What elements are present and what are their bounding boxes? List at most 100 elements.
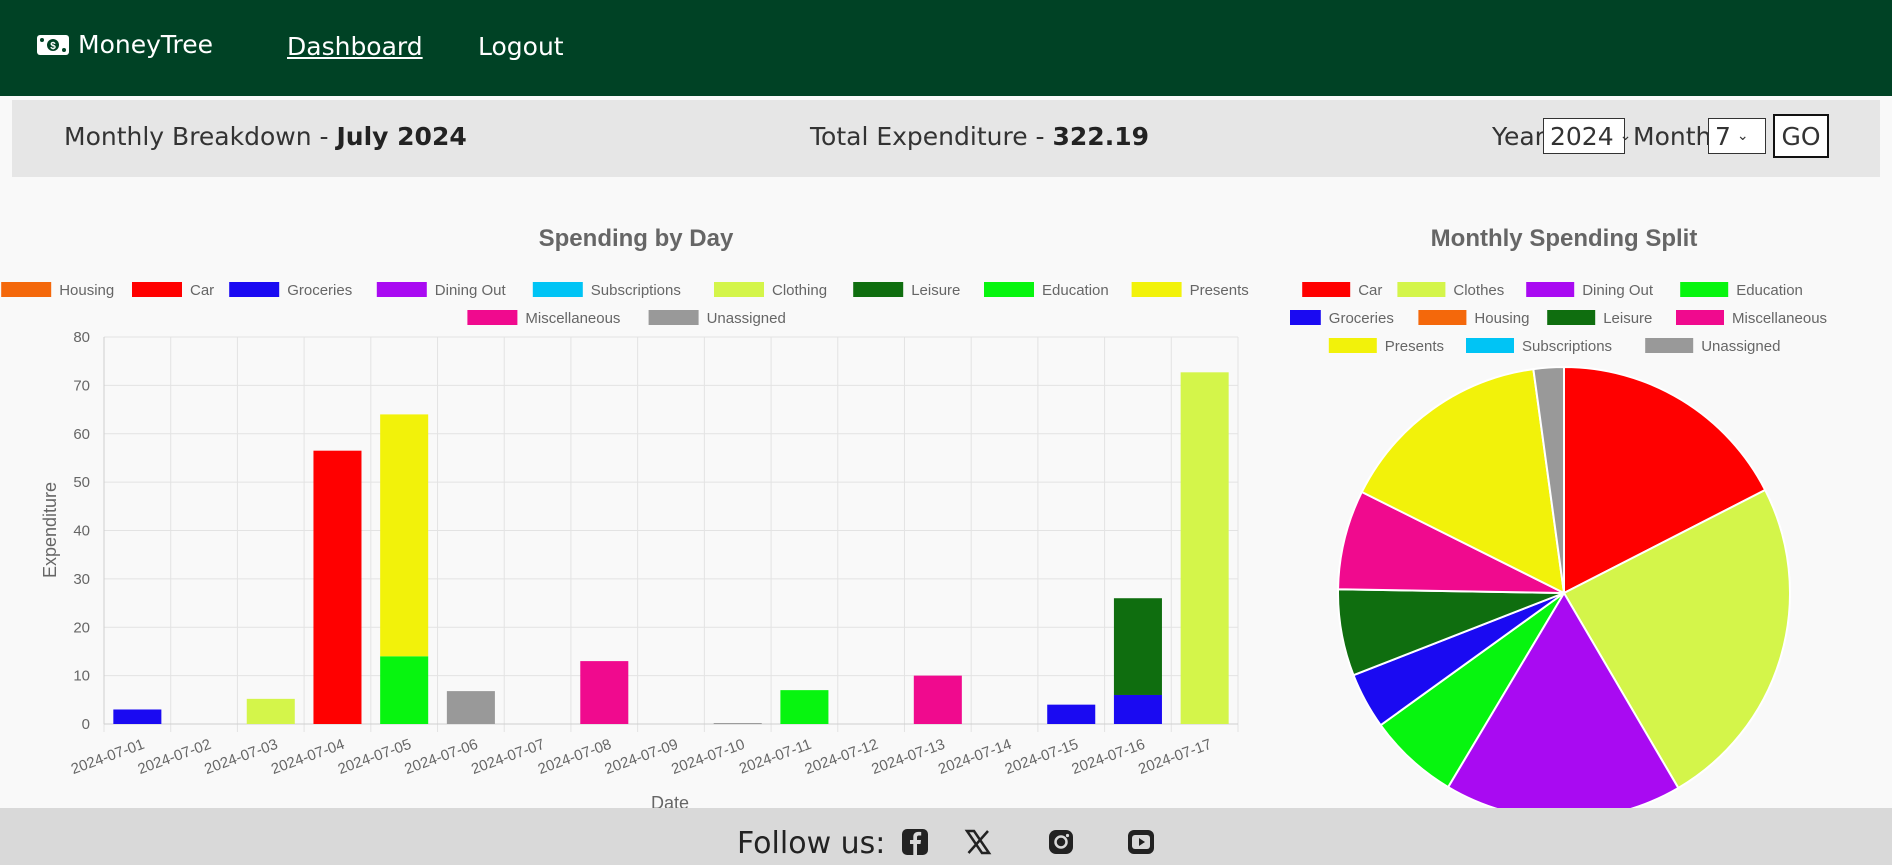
- y-tick-label: 40: [73, 523, 90, 540]
- x-tick-label: 2024-07-05: [336, 736, 414, 778]
- legend-label: Leisure: [1603, 310, 1652, 327]
- instagram-icon[interactable]: [1047, 828, 1075, 856]
- year-select[interactable]: 2024 ⌄: [1543, 118, 1631, 154]
- pie-slice: [1562, 488, 1791, 790]
- bar-segment: [380, 414, 429, 657]
- legend-label: Presents: [1190, 282, 1249, 299]
- legend-label: Groceries: [287, 282, 352, 299]
- chevron-down-icon: ⌄: [1736, 128, 1749, 144]
- legend-swatch: [853, 282, 904, 297]
- y-tick-label: 80: [73, 329, 90, 346]
- legend-label: Housing: [1474, 310, 1529, 327]
- legend-label: Education: [1736, 282, 1803, 299]
- money-icon: $: [37, 34, 69, 55]
- legend-swatch: [1328, 338, 1377, 353]
- legend-swatch: [1302, 282, 1351, 297]
- legend-label: Car: [190, 282, 214, 299]
- legend-label: Miscellaneous: [1732, 310, 1827, 327]
- legend-swatch: [1418, 310, 1467, 325]
- legend-label: Miscellaneous: [525, 310, 620, 327]
- y-tick-label: 70: [73, 377, 90, 394]
- legend-swatch: [1131, 282, 1182, 297]
- legend-label: Unassigned: [707, 310, 786, 327]
- legend-swatch: [1680, 282, 1729, 297]
- brand-name: MoneyTree: [78, 30, 213, 59]
- year-label: Year: [1492, 122, 1545, 151]
- legend-swatch: [467, 310, 518, 325]
- pie-chart: Car Clothes Dining Out Education Groceries Ho…: [1290, 282, 1827, 810]
- y-tick-label: 30: [73, 571, 90, 588]
- svg-text:$: $: [50, 41, 56, 52]
- y-tick-label: 60: [73, 426, 90, 443]
- legend-label: Unassigned: [1701, 338, 1780, 355]
- bar-segment: [246, 698, 295, 724]
- x-tick-label: 2024-07-14: [936, 736, 1014, 778]
- total-value: 322.19: [1052, 122, 1149, 151]
- legend-label: Car: [1358, 282, 1382, 299]
- x-tick-label: 2024-07-15: [1003, 736, 1081, 778]
- bar-segment: [580, 661, 629, 724]
- legend-swatch: [1, 282, 52, 297]
- facebook-icon[interactable]: [901, 828, 929, 856]
- legend-swatch: [1397, 282, 1446, 297]
- bar-segment: [713, 723, 762, 725]
- x-icon[interactable]: [964, 828, 992, 856]
- nav-dashboard-link[interactable]: Dashboard: [287, 32, 423, 61]
- y-tick-label: 20: [73, 619, 90, 636]
- monthly-breakdown: Monthly Breakdown - July 2024: [64, 122, 467, 151]
- x-tick-label: 2024-07-07: [469, 736, 547, 778]
- month-label: Month: [1633, 122, 1712, 151]
- legend-label: Clothing: [772, 282, 827, 299]
- legend-swatch: [532, 282, 583, 297]
- bar-segment: [913, 675, 962, 724]
- y-tick-label: 10: [73, 668, 90, 685]
- month-select[interactable]: 7 ⌄: [1708, 118, 1766, 154]
- legend-label: Dining Out: [435, 282, 507, 299]
- year-select-value: 2024: [1550, 121, 1614, 151]
- legend-swatch: [229, 282, 280, 297]
- x-tick-label: 2024-07-08: [536, 736, 614, 778]
- brand[interactable]: $ MoneyTree: [36, 30, 213, 59]
- legend-swatch: [984, 282, 1034, 297]
- total-label: Total Expenditure -: [810, 122, 1053, 151]
- y-tick-label: 0: [82, 716, 90, 733]
- go-button[interactable]: GO: [1773, 114, 1829, 158]
- top-nav: $ MoneyTree Dashboard Logout: [0, 0, 1892, 96]
- pie-slice: [1563, 365, 1767, 595]
- bar-segment: [780, 690, 829, 724]
- legend-label: Subscriptions: [591, 282, 681, 299]
- y-tick-label: 50: [73, 474, 90, 491]
- legend-label: Clothes: [1453, 282, 1504, 299]
- legend-label: Dining Out: [1582, 282, 1654, 299]
- x-tick-label: 2024-07-06: [402, 736, 480, 778]
- legend-label: Groceries: [1329, 310, 1394, 327]
- youtube-icon[interactable]: [1127, 828, 1155, 856]
- x-tick-label: 2024-07-09: [602, 736, 680, 778]
- legend-swatch: [1676, 310, 1724, 325]
- legend-swatch: [1547, 310, 1596, 325]
- legend-swatch: [132, 282, 182, 297]
- legend-swatch: [1466, 338, 1514, 353]
- footer: [0, 808, 1892, 865]
- legend-swatch: [714, 282, 764, 297]
- x-tick-label: 2024-07-13: [869, 736, 947, 778]
- x-tick-label: 2024-07-01: [69, 736, 147, 778]
- x-tick-label: 2024-07-16: [1069, 736, 1147, 778]
- bar-segment: [1113, 598, 1162, 695]
- bar-chart-title: Spending by Day: [538, 225, 734, 252]
- pie-slice: [1532, 365, 1565, 594]
- nav-logout-link[interactable]: Logout: [478, 32, 564, 61]
- legend-swatch: [1645, 338, 1694, 353]
- bar-segment: [113, 709, 162, 724]
- legend-label: Education: [1042, 282, 1109, 299]
- pie-chart-title: Monthly Spending Split: [1430, 225, 1698, 252]
- legend-swatch: [1290, 310, 1321, 325]
- x-axis-title: Date: [651, 793, 689, 810]
- breakdown-label: Monthly Breakdown -: [64, 122, 337, 151]
- breakdown-value: July 2024: [336, 122, 467, 151]
- legend-swatch: [1526, 282, 1575, 297]
- follow-us-label: Follow us:: [737, 826, 886, 861]
- x-tick-label: 2024-07-11: [737, 736, 814, 778]
- x-tick-label: 2024-07-10: [669, 736, 747, 778]
- x-tick-label: 2024-07-03: [202, 736, 280, 778]
